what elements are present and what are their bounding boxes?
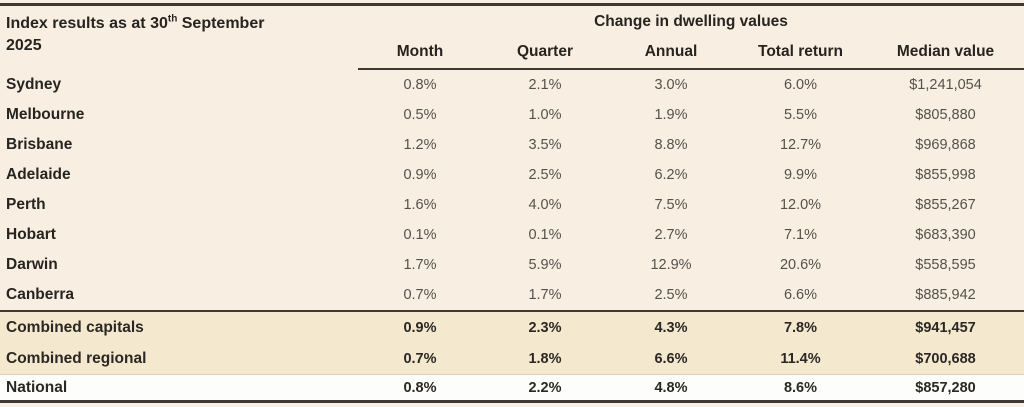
cell-median-value: $700,688: [915, 350, 976, 367]
cell-total-return: 5.5%: [783, 107, 818, 123]
cell-median-value: $969,868: [915, 137, 976, 153]
cell-annual: 8.8%: [654, 137, 688, 153]
row-label: Brisbane: [6, 136, 73, 153]
cell-median-value: $855,267: [915, 197, 976, 213]
cell-median-value: $855,998: [915, 167, 976, 183]
column-header-quarter: Quarter: [482, 36, 608, 70]
row-label: Combined regional: [6, 349, 147, 367]
cell-quarter: 0.1%: [528, 227, 562, 243]
dwelling-values-table: Index results as at 30th September 2025 …: [0, 6, 1024, 403]
table-row-brisbane: Brisbane 1.2% 3.5% 8.8% 12.7% $969,868: [0, 130, 1024, 160]
table-row-adelaide: Adelaide 0.9% 2.5% 6.2% 9.9% $855,998: [0, 160, 1024, 190]
row-label: Hobart: [6, 226, 56, 243]
group-header-row: Index results as at 30th September 2025 …: [0, 6, 1024, 54]
cell-quarter: 2.5%: [528, 167, 562, 183]
cell-median-value: $1,241,054: [909, 77, 982, 93]
table-row-darwin: Darwin 1.7% 5.9% 12.9% 20.6% $558,595: [0, 250, 1024, 280]
table-header: Index results as at 30th September 2025 …: [0, 6, 1024, 70]
table-row-perth: Perth 1.6% 4.0% 7.5% 12.0% $855,267: [0, 190, 1024, 220]
cell-month: 1.6%: [403, 197, 437, 213]
cell-total-return: 20.6%: [779, 257, 822, 273]
cell-quarter: 3.5%: [528, 137, 562, 153]
cell-quarter: 2.3%: [482, 310, 608, 343]
cell-annual: 2.5%: [654, 287, 688, 303]
table-row-hobart: Hobart 0.1% 0.1% 2.7% 7.1% $683,390: [0, 220, 1024, 250]
cell-month: 0.1%: [403, 227, 437, 243]
title-superscript: th: [167, 13, 178, 25]
column-header-total-return: Total return: [734, 36, 867, 70]
cell-median-value: $558,595: [915, 257, 976, 273]
title-line1-prefix: Index results as at 30: [6, 15, 168, 32]
cell-total-return: 12.0%: [779, 197, 822, 213]
column-header-annual: Annual: [608, 36, 734, 70]
cell-median-value: $683,390: [915, 227, 976, 243]
cell-median-value: $885,942: [915, 287, 976, 303]
cell-total-return: 9.9%: [783, 167, 818, 183]
cell-annual: 3.0%: [654, 77, 688, 93]
row-label: National: [0, 374, 358, 403]
cell-total-return: 7.8%: [734, 310, 867, 343]
cell-quarter: 1.8%: [528, 350, 562, 367]
row-label: Melbourne: [6, 106, 85, 123]
cell-annual: 2.7%: [654, 227, 688, 243]
cell-month: 0.8%: [358, 374, 482, 403]
cell-month: 0.8%: [403, 77, 437, 93]
cell-median-value: $857,280: [867, 374, 1024, 403]
cell-total-return: 11.4%: [780, 350, 821, 367]
cell-month: 0.9%: [403, 167, 437, 183]
table-body: Sydney 0.8% 2.1% 3.0% 6.0% $1,241,054 Me…: [0, 69, 1024, 403]
table-row-combined-regional: Combined regional 0.7% 1.8% 6.6% 11.4% $…: [0, 343, 1024, 375]
cell-month: 0.5%: [403, 107, 437, 123]
top-rule: [0, 3, 1024, 6]
row-label: Sydney: [6, 75, 62, 93]
cell-annual: 7.5%: [654, 197, 688, 213]
row-label: Canberra: [6, 286, 75, 303]
column-header-month: Month: [358, 36, 482, 70]
row-label: Adelaide: [6, 166, 71, 183]
table-title: Index results as at 30th September 2025: [0, 6, 358, 69]
cell-total-return: 12.7%: [779, 137, 822, 153]
group-header: Change in dwelling values: [594, 13, 788, 30]
cell-annual: 6.6%: [654, 350, 688, 367]
cell-annual: 12.9%: [650, 257, 692, 273]
cell-quarter: 2.1%: [528, 77, 562, 93]
row-label: Darwin: [6, 256, 58, 273]
cell-annual: 4.3%: [608, 310, 734, 343]
cell-quarter: 4.0%: [528, 197, 562, 213]
cell-quarter: 5.9%: [528, 257, 562, 273]
column-header-median-value: Median value: [867, 36, 1024, 70]
table-row-national: National 0.8% 2.2% 4.8% 8.6% $857,280: [0, 374, 1024, 403]
title-line1-suffix: September: [177, 15, 265, 32]
cell-month: 0.7%: [403, 287, 437, 303]
row-label: Perth: [6, 196, 46, 213]
cell-total-return: 8.6%: [734, 374, 867, 403]
row-label: Combined capitals: [0, 310, 358, 343]
title-line2: 2025: [6, 36, 42, 54]
cell-total-return: 6.0%: [783, 77, 818, 93]
cell-annual: 1.9%: [654, 107, 688, 123]
cell-quarter: 2.2%: [482, 374, 608, 403]
table-row-combined-capitals: Combined capitals 0.9% 2.3% 4.3% 7.8% $9…: [0, 310, 1024, 343]
table-row-canberra: Canberra 0.7% 1.7% 2.5% 6.6% $885,942: [0, 280, 1024, 311]
cell-month: 0.9%: [358, 310, 482, 343]
cell-annual: 6.2%: [654, 167, 688, 183]
cell-median-value: $805,880: [915, 107, 976, 123]
cell-quarter: 1.0%: [528, 107, 562, 123]
cell-month: 0.7%: [403, 350, 437, 367]
table-row-sydney: Sydney 0.8% 2.1% 3.0% 6.0% $1,241,054: [0, 69, 1024, 100]
cell-total-return: 7.1%: [783, 227, 818, 243]
cell-quarter: 1.7%: [528, 287, 562, 303]
cell-total-return: 6.6%: [783, 287, 818, 303]
column-header-row: Month Quarter Annual Total return Median…: [0, 36, 1024, 70]
table-row-melbourne: Melbourne 0.5% 1.0% 1.9% 5.5% $805,880: [0, 100, 1024, 130]
cell-annual: 4.8%: [608, 374, 734, 403]
cell-median-value: $941,457: [867, 310, 1024, 343]
cell-month: 1.2%: [403, 137, 437, 153]
cell-month: 1.7%: [403, 257, 437, 273]
